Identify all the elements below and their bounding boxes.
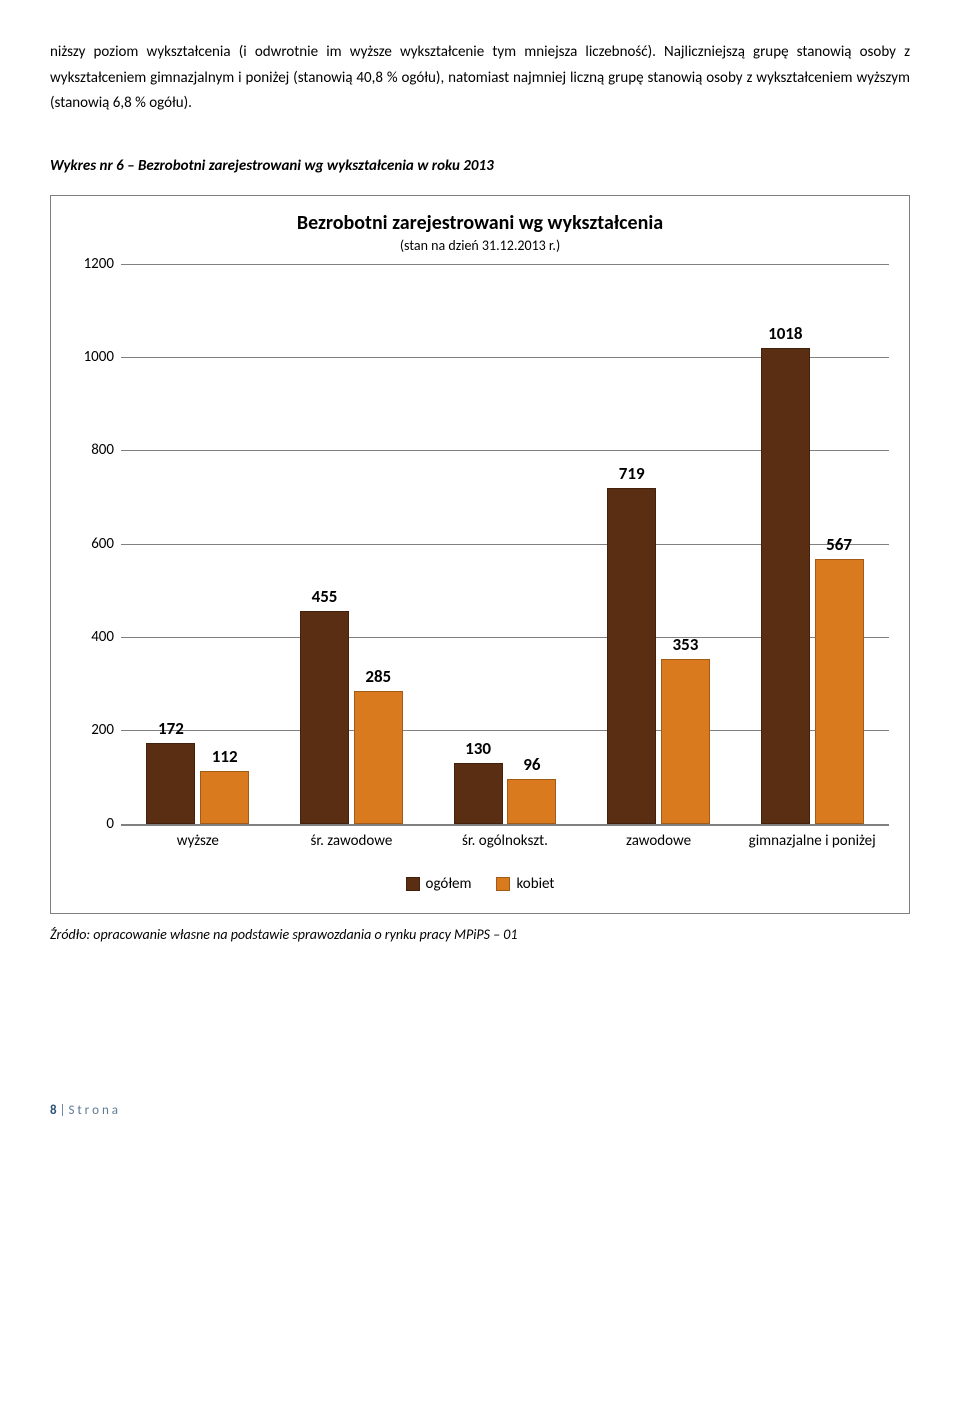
y-tick-label: 1200 bbox=[66, 255, 114, 273]
legend: ogółem kobiet bbox=[61, 875, 899, 893]
footer-label: S t r o n a bbox=[68, 1103, 117, 1118]
bar-value-label: 455 bbox=[295, 586, 355, 607]
bar-kobiet bbox=[815, 559, 864, 824]
bar-value-label: 1018 bbox=[755, 323, 815, 344]
legend-item-kobiet: kobiet bbox=[496, 875, 554, 893]
bar-ogółem bbox=[300, 611, 349, 823]
legend-swatch bbox=[406, 877, 420, 891]
intro-paragraph: niższy poziom wykształcenia (i odwrotnie… bbox=[50, 40, 910, 117]
chart-title: Bezrobotni zarejestrowani wg wykształcen… bbox=[61, 211, 899, 235]
bar-value-label: 285 bbox=[348, 666, 408, 687]
y-tick-label: 1000 bbox=[66, 348, 114, 366]
bar-value-label: 567 bbox=[809, 534, 869, 555]
footer-sep: | bbox=[57, 1103, 69, 1118]
bar-kobiet bbox=[661, 659, 710, 824]
chart-caption: Wykres nr 6 – Bezrobotni zarejestrowani … bbox=[50, 157, 910, 175]
bar-value-label: 172 bbox=[141, 718, 201, 739]
bar-ogółem bbox=[607, 488, 656, 824]
x-category-label: gimnazjalne i poniżej bbox=[735, 832, 889, 850]
source-note: Źródło: opracowanie własne na podstawie … bbox=[50, 926, 910, 943]
gridline bbox=[121, 824, 889, 826]
bar-value-label: 353 bbox=[655, 634, 715, 655]
y-tick-label: 800 bbox=[66, 441, 114, 459]
page-number: 8 bbox=[50, 1103, 57, 1118]
bar-kobiet bbox=[354, 691, 403, 824]
bar-value-label: 112 bbox=[195, 746, 255, 767]
legend-label: ogółem bbox=[426, 875, 472, 893]
legend-item-ogółem: ogółem bbox=[406, 875, 472, 893]
x-category-label: śr. ogólnokszt. bbox=[428, 832, 582, 850]
bar-value-label: 719 bbox=[602, 463, 662, 484]
x-category-label: wyższe bbox=[121, 832, 275, 850]
bar-kobiet bbox=[200, 771, 249, 823]
y-tick-label: 400 bbox=[66, 628, 114, 646]
bar-ogółem bbox=[454, 763, 503, 824]
x-category-label: śr. zawodowe bbox=[275, 832, 429, 850]
x-category-label: zawodowe bbox=[582, 832, 736, 850]
x-axis: wyżsześr. zawodoweśr. ogólnokszt.zawodow… bbox=[121, 832, 889, 850]
bar-ogółem bbox=[761, 348, 810, 823]
legend-swatch bbox=[496, 877, 510, 891]
plot-area: 0200400600800100012001721124552851309671… bbox=[121, 264, 889, 824]
bar-kobiet bbox=[507, 779, 556, 824]
gridline bbox=[121, 264, 889, 265]
y-tick-label: 600 bbox=[66, 535, 114, 553]
legend-label: kobiet bbox=[516, 875, 554, 893]
bar-value-label: 130 bbox=[448, 738, 508, 759]
bar-ogółem bbox=[146, 743, 195, 823]
page-footer: 8 | S t r o n a bbox=[50, 1103, 910, 1118]
y-tick-label: 0 bbox=[66, 815, 114, 833]
chart-subtitle: (stan na dzień 31.12.2013 r.) bbox=[61, 237, 899, 254]
y-tick-label: 200 bbox=[66, 721, 114, 739]
chart-container: Bezrobotni zarejestrowani wg wykształcen… bbox=[50, 195, 910, 914]
bar-value-label: 96 bbox=[502, 754, 562, 775]
